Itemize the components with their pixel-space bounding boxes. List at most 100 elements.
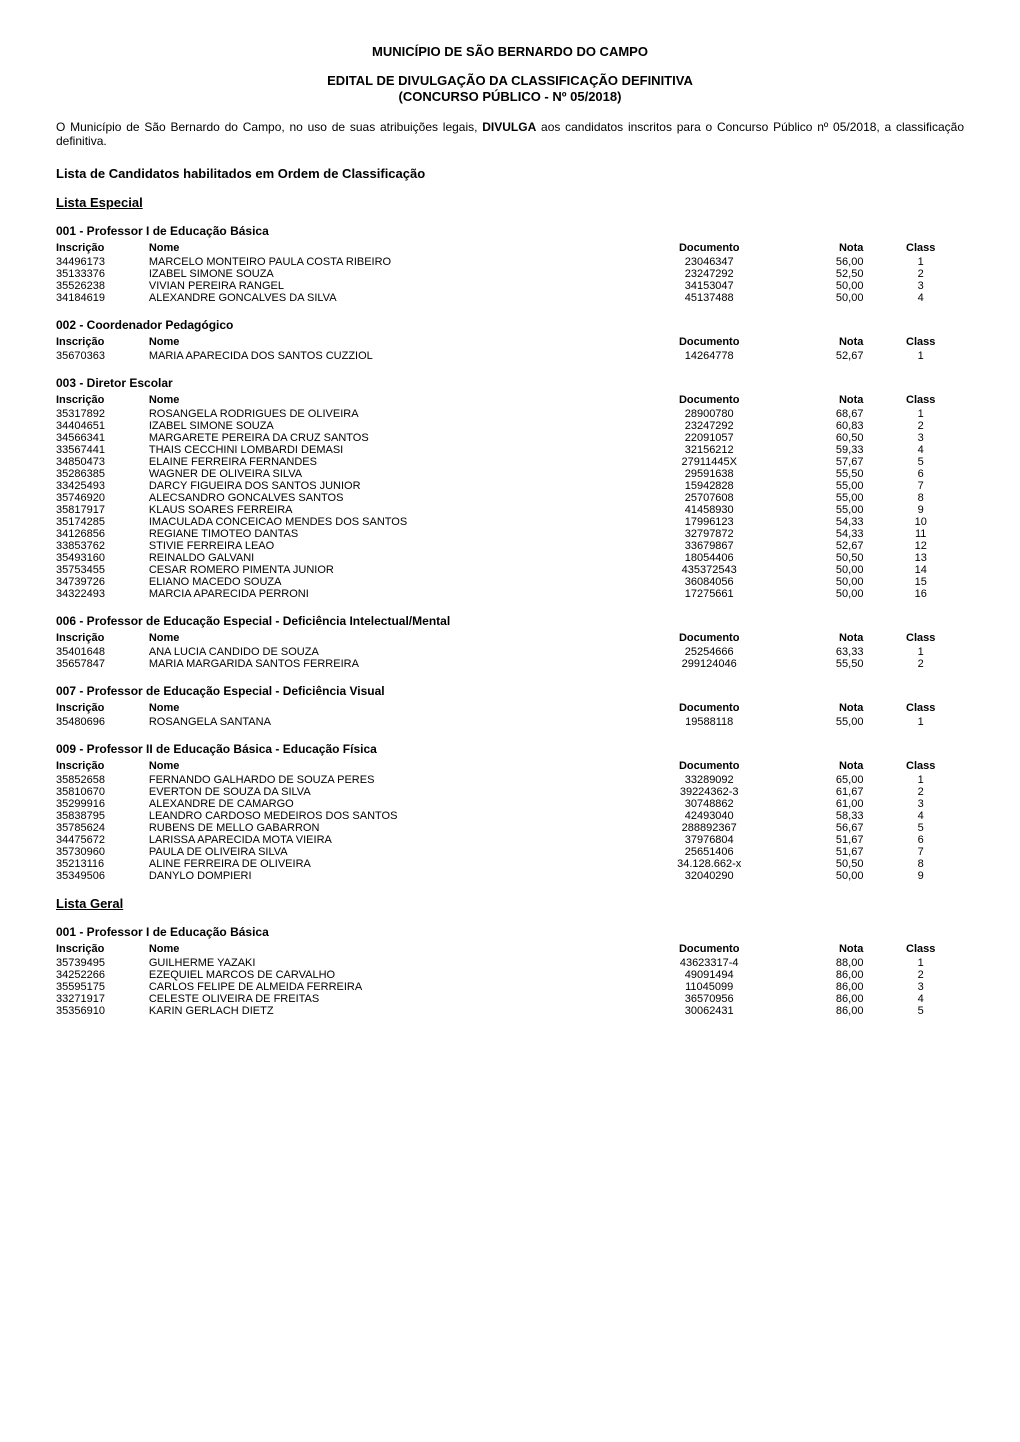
col-nota: Nota xyxy=(789,941,882,957)
cell-class: 10 xyxy=(881,516,964,528)
table-row: 35657847MARIA MARGARIDA SANTOS FERREIRA2… xyxy=(56,658,964,670)
col-documento: Documento xyxy=(634,630,789,646)
notice-title: EDITAL DE DIVULGAÇÃO DA CLASSIFICAÇÃO DE… xyxy=(56,73,964,106)
cell-inscricao: 35670363 xyxy=(56,350,149,362)
cell-inscricao: 35657847 xyxy=(56,658,149,670)
cell-inscricao: 35356910 xyxy=(56,1005,149,1017)
cell-nota: 55,00 xyxy=(789,480,882,492)
table-row: 35753455CESAR ROMERO PIMENTA JUNIOR43537… xyxy=(56,564,964,576)
cell-nome: THAIS CECCHINI LOMBARDI DEMASI xyxy=(149,444,634,456)
col-inscricao: Inscrição xyxy=(56,630,149,646)
cell-inscricao: 34126856 xyxy=(56,528,149,540)
cell-inscricao: 35174285 xyxy=(56,516,149,528)
cell-nome: LEANDRO CARDOSO MEDEIROS DOS SANTOS xyxy=(149,810,634,822)
cell-documento: 25254666 xyxy=(634,646,789,658)
cell-documento: 32156212 xyxy=(634,444,789,456)
table-row: 34496173MARCELO MONTEIRO PAULA COSTA RIB… xyxy=(56,256,964,268)
cell-inscricao: 33853762 xyxy=(56,540,149,552)
cell-class: 3 xyxy=(881,280,964,292)
cell-nota: 55,50 xyxy=(789,658,882,670)
table-row: 34252266EZEQUIEL MARCOS DE CARVALHO49091… xyxy=(56,969,964,981)
cell-nome: ELAINE FERREIRA FERNANDES xyxy=(149,456,634,468)
cell-documento: 25651406 xyxy=(634,846,789,858)
candidates-table: InscriçãoNomeDocumentoNotaClass35670363M… xyxy=(56,334,964,362)
cell-class: 6 xyxy=(881,834,964,846)
cell-nota: 56,67 xyxy=(789,822,882,834)
cell-inscricao: 35852658 xyxy=(56,774,149,786)
col-nome: Nome xyxy=(149,941,634,957)
col-nota: Nota xyxy=(789,392,882,408)
cell-nota: 52,50 xyxy=(789,268,882,280)
col-inscricao: Inscrição xyxy=(56,700,149,716)
cell-nome: IMACULADA CONCEICAO MENDES DOS SANTOS xyxy=(149,516,634,528)
cell-documento: 29591638 xyxy=(634,468,789,480)
cell-class: 1 xyxy=(881,716,964,728)
exam-title: 007 - Professor de Educação Especial - D… xyxy=(56,684,964,698)
col-class: Class xyxy=(881,392,964,408)
municipality-title: MUNICÍPIO DE SÃO BERNARDO DO CAMPO xyxy=(56,44,964,59)
cell-inscricao: 35595175 xyxy=(56,981,149,993)
col-documento: Documento xyxy=(634,941,789,957)
table-row: 34850473ELAINE FERREIRA FERNANDES2791144… xyxy=(56,456,964,468)
cell-documento: 33289092 xyxy=(634,774,789,786)
candidates-table: InscriçãoNomeDocumentoNotaClass34496173M… xyxy=(56,240,964,304)
cell-documento: 32040290 xyxy=(634,870,789,882)
notice-line-2: (CONCURSO PÚBLICO - Nº 05/2018) xyxy=(399,89,622,104)
col-nota: Nota xyxy=(789,700,882,716)
page: MUNICÍPIO DE SÃO BERNARDO DO CAMPO EDITA… xyxy=(0,0,1020,1442)
cell-documento: 27911445X xyxy=(634,456,789,468)
cell-inscricao: 35785624 xyxy=(56,822,149,834)
cell-nota: 65,00 xyxy=(789,774,882,786)
cell-nome: KARIN GERLACH DIETZ xyxy=(149,1005,634,1017)
cell-nota: 58,33 xyxy=(789,810,882,822)
cell-nota: 50,00 xyxy=(789,870,882,882)
cell-class: 1 xyxy=(881,957,964,969)
table-row: 35401648ANA LUCIA CANDIDO DE SOUZA252546… xyxy=(56,646,964,658)
cell-class: 6 xyxy=(881,468,964,480)
cell-nome: DARCY FIGUEIRA DOS SANTOS JUNIOR xyxy=(149,480,634,492)
cell-nota: 50,00 xyxy=(789,564,882,576)
col-documento: Documento xyxy=(634,240,789,256)
cell-class: 7 xyxy=(881,846,964,858)
col-documento: Documento xyxy=(634,334,789,350)
candidates-table: InscriçãoNomeDocumentoNotaClass35852658F… xyxy=(56,758,964,882)
cell-documento: 41458930 xyxy=(634,504,789,516)
cell-nota: 61,67 xyxy=(789,786,882,798)
cell-nome: PAULA DE OLIVEIRA SILVA xyxy=(149,846,634,858)
cell-nome: ALINE FERREIRA DE OLIVEIRA xyxy=(149,858,634,870)
cell-nota: 86,00 xyxy=(789,993,882,1005)
cell-class: 4 xyxy=(881,292,964,304)
col-class: Class xyxy=(881,334,964,350)
cell-inscricao: 34252266 xyxy=(56,969,149,981)
cell-inscricao: 34850473 xyxy=(56,456,149,468)
cell-nome: MARGARETE PEREIRA DA CRUZ SANTOS xyxy=(149,432,634,444)
cell-nota: 88,00 xyxy=(789,957,882,969)
table-row: 35810670EVERTON DE SOUZA DA SILVA3922436… xyxy=(56,786,964,798)
exam-title: 001 - Professor I de Educação Básica xyxy=(56,925,964,939)
cell-class: 2 xyxy=(881,420,964,432)
col-nome: Nome xyxy=(149,630,634,646)
col-class: Class xyxy=(881,941,964,957)
table-row: 35739495GUILHERME YAZAKI43623317-488,001 xyxy=(56,957,964,969)
cell-nome: MARCIA APARECIDA PERRONI xyxy=(149,588,634,600)
cell-class: 5 xyxy=(881,456,964,468)
candidates-table: InscriçãoNomeDocumentoNotaClass35480696R… xyxy=(56,700,964,728)
cell-nota: 55,00 xyxy=(789,504,882,516)
table-row: 35133376IZABEL SIMONE SOUZA2324729252,50… xyxy=(56,268,964,280)
table-row: 33567441THAIS CECCHINI LOMBARDI DEMASI32… xyxy=(56,444,964,456)
cell-nota: 55,00 xyxy=(789,492,882,504)
cell-nota: 52,67 xyxy=(789,350,882,362)
cell-inscricao: 35739495 xyxy=(56,957,149,969)
cell-nota: 52,67 xyxy=(789,540,882,552)
cell-documento: 42493040 xyxy=(634,810,789,822)
cell-inscricao: 34739726 xyxy=(56,576,149,588)
col-nome: Nome xyxy=(149,758,634,774)
cell-inscricao: 35753455 xyxy=(56,564,149,576)
table-row: 35730960PAULA DE OLIVEIRA SILVA256514065… xyxy=(56,846,964,858)
cell-nome: CELESTE OLIVEIRA DE FREITAS xyxy=(149,993,634,1005)
cell-nome: WAGNER DE OLIVEIRA SILVA xyxy=(149,468,634,480)
table-row: 35852658FERNANDO GALHARDO DE SOUZA PERES… xyxy=(56,774,964,786)
table-row: 35349506DANYLO DOMPIERI3204029050,009 xyxy=(56,870,964,882)
cell-class: 1 xyxy=(881,350,964,362)
cell-documento: 25707608 xyxy=(634,492,789,504)
